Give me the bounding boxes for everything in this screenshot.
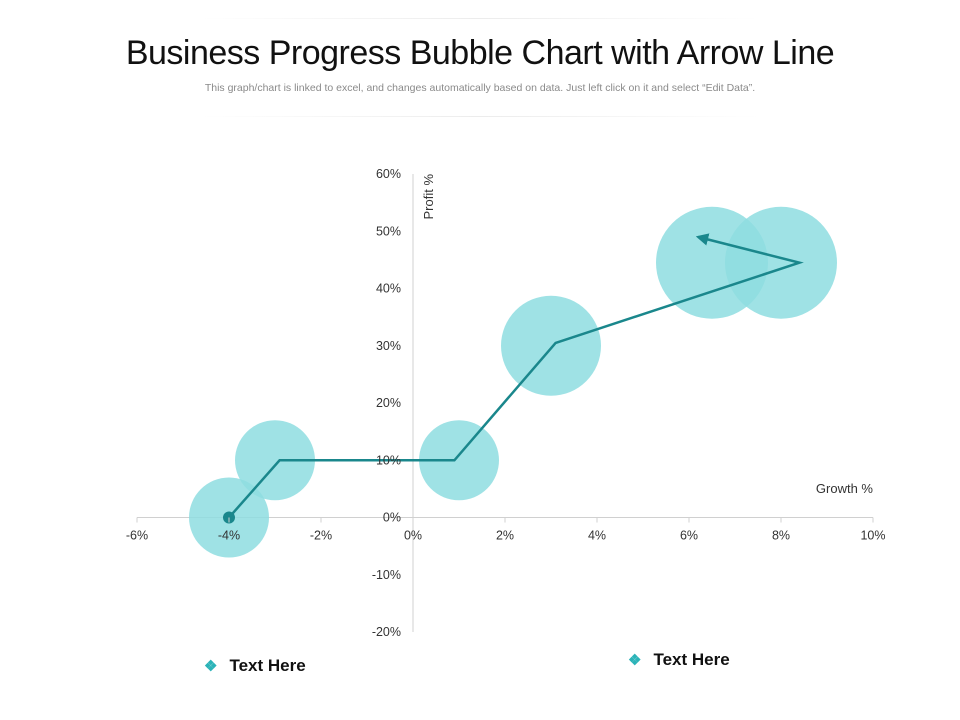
diamond-cluster-icon: ❖ — [204, 658, 218, 675]
x-tick-label: -4% — [218, 529, 240, 543]
x-tick-label: 6% — [680, 529, 698, 543]
bubble-2 — [235, 420, 315, 501]
bubble-6 — [725, 206, 837, 319]
bubble-3 — [419, 420, 499, 501]
x-tick-label: 4% — [588, 529, 606, 543]
bottom-divider — [200, 116, 760, 117]
y-tick-label: 30% — [376, 339, 401, 353]
legend-item-label: Text Here — [229, 656, 306, 675]
y-tick-label: 20% — [376, 396, 401, 410]
x-tick-label: 10% — [860, 529, 885, 543]
y-axis-title: Profit % — [421, 174, 436, 220]
legend-item-label: Text Here — [653, 650, 730, 669]
x-tick-label: -2% — [310, 529, 332, 543]
x-tick-label: -6% — [126, 529, 148, 543]
x-axis-title: Growth % — [816, 481, 874, 496]
y-tick-label: 60% — [376, 167, 401, 181]
page-title: Business Progress Bubble Chart with Arro… — [125, 34, 835, 72]
page-subtitle: This graph/chart is linked to excel, and… — [204, 82, 756, 94]
bubbles-group — [189, 206, 837, 558]
y-tick-label: 0% — [383, 511, 401, 525]
y-tick-label: 40% — [376, 282, 401, 296]
x-tick-label: 0% — [404, 529, 422, 543]
bubble-4 — [501, 295, 601, 396]
legend-item-2: ❖ Text Here — [628, 650, 730, 670]
y-tick-label: -10% — [372, 568, 401, 582]
arrow-line — [228, 233, 804, 519]
diamond-cluster-icon: ❖ — [628, 652, 642, 669]
y-tick-label: 50% — [376, 224, 401, 238]
legend-item-1: ❖ Text Here — [204, 656, 306, 676]
y-tick-label: 10% — [376, 453, 401, 467]
x-tick-label: 2% — [496, 529, 514, 543]
top-divider — [200, 18, 760, 19]
y-tick-label: -20% — [372, 625, 401, 639]
x-tick-label: 8% — [772, 529, 790, 543]
tick-labels-group: -6% -4% -2% 0% 2% 4% 6% 8% 10% 60% 50% 40% 30% 20% 10%… — [126, 167, 886, 639]
